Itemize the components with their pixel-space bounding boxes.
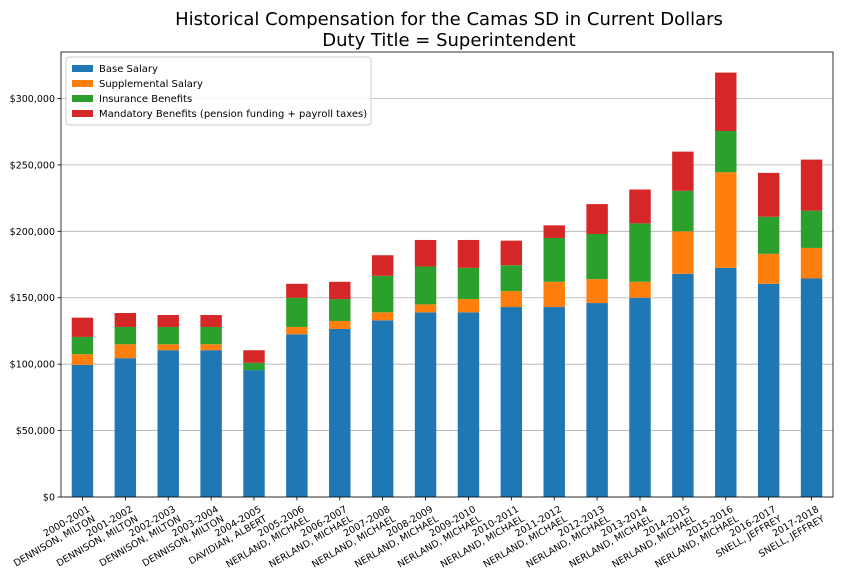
bar-segment-4 — [414, 239, 437, 267]
bar-segment-2 — [114, 344, 137, 359]
bar-segment-3 — [629, 223, 651, 282]
bar-segment-3 — [243, 362, 265, 371]
y-tick-label: $250,000 — [10, 160, 55, 171]
bar-segment-3 — [371, 275, 394, 313]
bar-segment-4 — [200, 315, 222, 327]
y-tick-label: $50,000 — [16, 426, 55, 437]
bar-segment-1 — [457, 312, 480, 497]
bar-segment-1 — [286, 334, 308, 497]
bar-segment-1 — [586, 303, 608, 497]
y-axis: $0 $50,000 $100,000 $150,000 $200,000 $250,00… — [10, 94, 61, 504]
bar-segment-3 — [543, 237, 565, 282]
x-tick-label: 2000-2001DENNISON, MILTON — [6, 504, 97, 569]
x-axis: 2000-2001DENNISON, MILTON2001-2002DENNIS… — [6, 497, 827, 570]
bar-segment-2 — [800, 247, 823, 279]
bar-segment-1 — [500, 307, 523, 497]
bar-segment-4 — [286, 283, 308, 298]
bar-segment-3 — [715, 131, 737, 173]
bars — [71, 72, 823, 497]
bar-segment-4 — [114, 313, 137, 327]
bar-segment-3 — [329, 299, 351, 321]
bar-segment-3 — [672, 190, 694, 232]
bar-segment-2 — [543, 281, 565, 308]
bar-segment-3 — [800, 210, 823, 248]
bar-segment-2 — [200, 344, 222, 351]
legend-swatch — [72, 65, 93, 72]
bar-segment-1 — [243, 370, 265, 497]
legend-box — [65, 56, 372, 126]
bar-segment-2 — [500, 291, 523, 308]
bar-segment-2 — [457, 299, 480, 313]
bar-segment-4 — [157, 315, 179, 327]
bar-segment-3 — [157, 326, 179, 345]
bar-segment-2 — [371, 312, 394, 321]
bar-segment-2 — [586, 279, 608, 304]
y-tick-label: $150,000 — [10, 293, 55, 304]
bar-segment-4 — [672, 151, 694, 191]
bar-segment-4 — [543, 225, 565, 238]
bar-segment-4 — [371, 255, 394, 276]
legend-label: Insurance Benefits — [99, 94, 192, 105]
bar-segment-1 — [715, 267, 737, 497]
bar-segment-4 — [586, 204, 608, 234]
y-tick-label: $100,000 — [10, 360, 55, 371]
bar-segment-2 — [672, 231, 694, 274]
bar-segment-4 — [457, 239, 480, 268]
bar-segment-1 — [371, 320, 394, 497]
bar-segment-2 — [757, 253, 780, 284]
bar-segment-2 — [286, 326, 308, 335]
bar-segment-1 — [672, 273, 694, 497]
bar-segment-2 — [157, 344, 179, 351]
bar-segment-1 — [329, 328, 351, 497]
bar-segment-1 — [114, 358, 137, 497]
chart-title: Historical Compensation for the Camas SD… — [175, 9, 723, 30]
bar-segment-4 — [243, 350, 265, 363]
bar-segment-1 — [800, 278, 823, 497]
bar-segment-3 — [114, 326, 137, 345]
chart-subtitle: Duty Title = Superintendent — [322, 30, 575, 51]
bar-segment-2 — [715, 172, 737, 268]
bar-segment-4 — [500, 240, 523, 266]
bar-segment-3 — [586, 233, 608, 280]
y-tick-label: $200,000 — [10, 227, 55, 238]
bar-segment-2 — [629, 281, 651, 298]
bar-segment-3 — [500, 265, 523, 292]
bar-segment-4 — [629, 189, 651, 224]
legend: Base Salary Supplemental Salary Insurance … — [65, 56, 372, 126]
bar-segment-3 — [457, 267, 480, 300]
bar-segment-3 — [200, 326, 222, 345]
y-tick-label: $300,000 — [10, 94, 55, 105]
legend-label: Supplemental Salary — [99, 79, 203, 90]
bar-segment-4 — [800, 159, 823, 211]
bar-segment-2 — [329, 320, 351, 329]
bar-segment-4 — [71, 317, 94, 337]
bar-segment-3 — [71, 336, 94, 355]
legend-label: Mandatory Benefits (pension funding + pa… — [99, 109, 367, 120]
bar-segment-2 — [414, 304, 437, 313]
legend-swatch — [72, 110, 93, 117]
bar-segment-1 — [629, 297, 651, 497]
bar-segment-3 — [757, 216, 780, 254]
bar-segment-4 — [757, 172, 780, 217]
bar-segment-3 — [414, 266, 437, 305]
bar-segment-1 — [543, 307, 565, 497]
bar-segment-1 — [414, 312, 437, 497]
legend-swatch — [72, 95, 93, 102]
bar-segment-2 — [71, 354, 94, 365]
bar-segment-4 — [329, 281, 351, 300]
bar-segment-3 — [286, 297, 308, 327]
legend-label: Base Salary — [99, 64, 158, 75]
bar-segment-1 — [157, 350, 179, 497]
plot-frame — [60, 51, 834, 498]
bar-segment-1 — [757, 283, 780, 497]
y-tick-label: $0 — [43, 493, 55, 504]
legend-swatch — [72, 80, 93, 87]
bar-segment-4 — [715, 72, 737, 132]
bar-segment-1 — [200, 350, 222, 497]
bar-segment-1 — [71, 364, 94, 497]
